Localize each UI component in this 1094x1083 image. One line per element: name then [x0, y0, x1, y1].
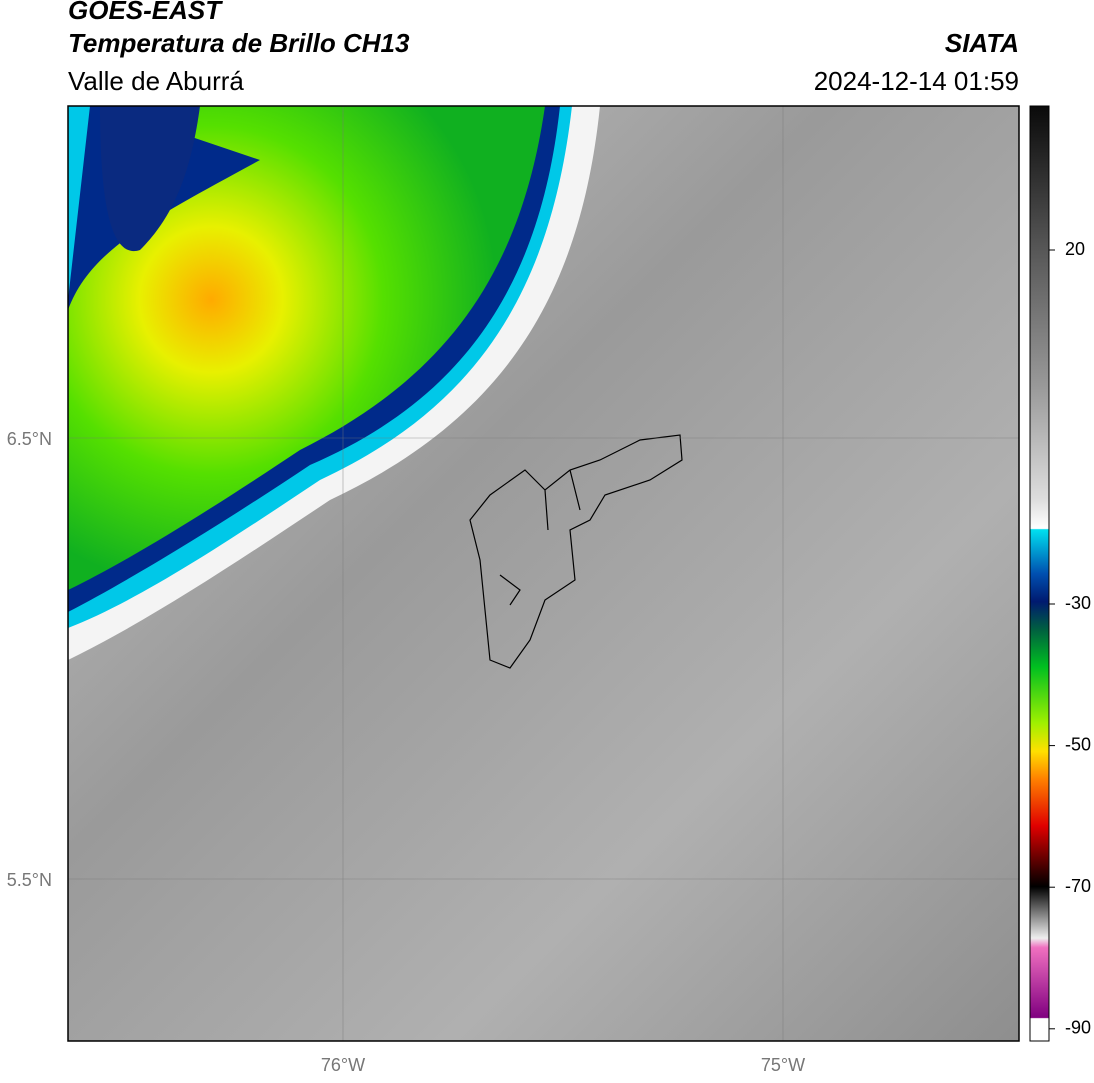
cloud-west	[100, 106, 200, 252]
colorbar-tick-label: -50	[1065, 734, 1091, 754]
timestamp: 2024-12-14 01:59	[814, 66, 1019, 96]
colorbar	[1029, 105, 1050, 1042]
lat-label: 6.5°N	[7, 429, 52, 449]
cloud-core	[68, 106, 545, 590]
map-frame	[67, 105, 1020, 1042]
colorbar-ticks: 20 -30 -50 -70 -90	[1049, 239, 1091, 1038]
lon-label: 75°W	[761, 1055, 805, 1075]
lat-label: 5.5°N	[7, 870, 52, 890]
title: GOES-EAST	[68, 0, 223, 25]
colorbar-tick-label: -30	[1065, 593, 1091, 613]
colorbar-tick-label: -90	[1065, 1018, 1091, 1038]
municipality-outline	[469, 434, 683, 669]
lon-label: 76°W	[321, 1055, 365, 1075]
colorbar-tick-label: -70	[1065, 876, 1091, 896]
colorbar-tick-label: 20	[1065, 239, 1085, 259]
region: Valle de Aburrá	[68, 66, 244, 96]
source: SIATA	[945, 28, 1019, 58]
subtitle: Temperatura de Brillo CH13	[68, 28, 410, 58]
map	[68, 106, 1019, 1041]
